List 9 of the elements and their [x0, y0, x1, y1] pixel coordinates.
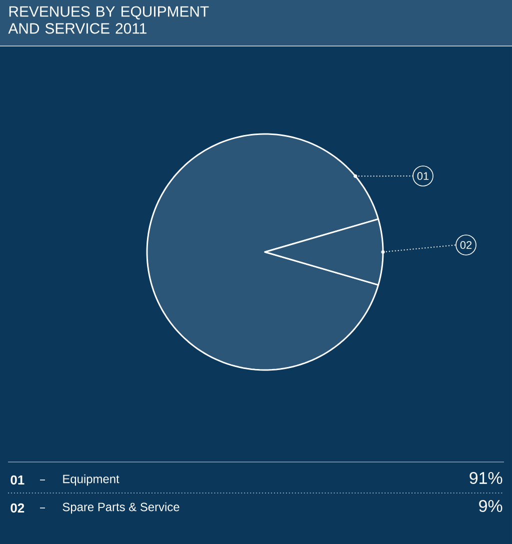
text: 02 — [10, 503, 24, 513]
legend-label: Equipment — [63, 474, 120, 486]
text: 02 — [460, 241, 472, 249]
data-label: 91% — [470, 472, 502, 484]
text: 01 — [10, 475, 24, 485]
chart-title: REVENUES BY EQUIPMENT AND SERVICE 2011 — [8, 6, 209, 34]
text: 01 — [417, 172, 429, 180]
legend-label: Spare Parts & Service — [62, 502, 180, 514]
data-label: 9% — [479, 500, 502, 512]
